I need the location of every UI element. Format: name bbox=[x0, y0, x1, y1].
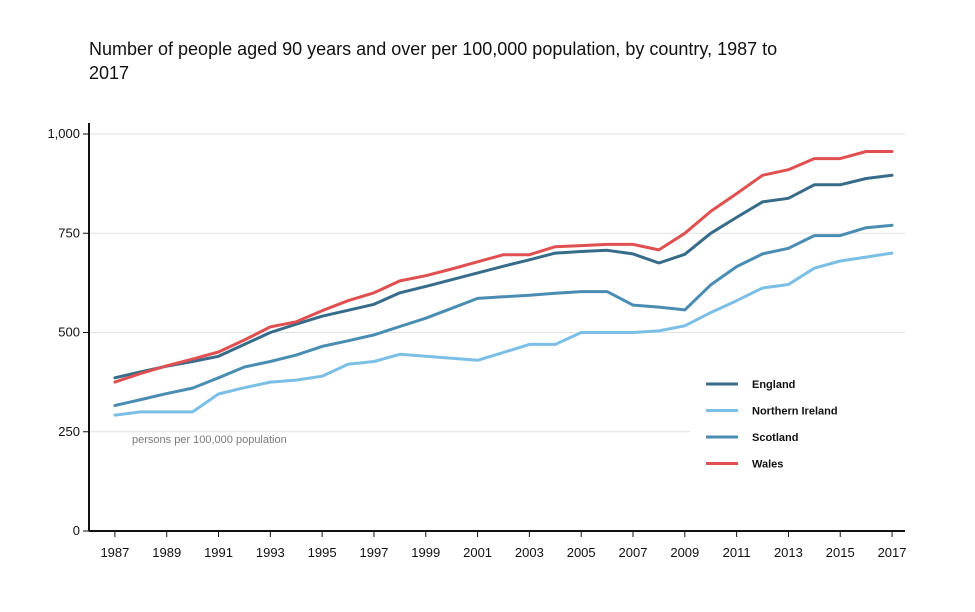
x-tick-label-2017: 2017 bbox=[878, 545, 907, 560]
axes bbox=[88, 123, 905, 532]
x-tick-label-2013: 2013 bbox=[774, 545, 803, 560]
series-line-wales bbox=[113, 150, 894, 384]
legend-label-england: England bbox=[752, 379, 795, 391]
series-line-england bbox=[113, 173, 894, 380]
x-tick-label-2001: 2001 bbox=[463, 545, 492, 560]
y-tick-label-750: 750 bbox=[58, 225, 80, 240]
series-line-scotland bbox=[113, 223, 894, 407]
y-tick-label-1000: 1,000 bbox=[47, 126, 80, 141]
chart-title: Number of people aged 90 years and over … bbox=[89, 39, 778, 83]
y-tick-label-0: 0 bbox=[73, 523, 80, 538]
x-tick-label-2009: 2009 bbox=[670, 545, 699, 560]
x-tick-label-1995: 1995 bbox=[308, 545, 337, 560]
legend-label-northern-ireland: Northern Ireland bbox=[752, 406, 838, 418]
x-tick-label-2005: 2005 bbox=[567, 545, 596, 560]
legend-label-wales: Wales bbox=[752, 459, 783, 471]
series-lines bbox=[113, 150, 894, 417]
x-tick-label-1997: 1997 bbox=[359, 545, 388, 560]
y-axis-label: persons per 100,000 population bbox=[132, 434, 287, 446]
y-tick-labels: 0 250 500 750 1,000 bbox=[47, 126, 89, 538]
x-tick-label-2011: 2011 bbox=[723, 545, 751, 560]
y-tick-label-250: 250 bbox=[58, 424, 80, 439]
x-tick-label-1987: 1987 bbox=[100, 545, 129, 560]
x-tick-label-1989: 1989 bbox=[152, 545, 181, 560]
x-tick-label-2015: 2015 bbox=[826, 545, 855, 560]
y-tick-label-500: 500 bbox=[58, 325, 80, 340]
series-line-northern-ireland bbox=[113, 251, 894, 417]
legend-background bbox=[690, 370, 905, 482]
x-tick-label-1999: 1999 bbox=[411, 545, 440, 560]
x-tick-label-1993: 1993 bbox=[256, 545, 285, 560]
legend: England Northern Ireland Scotland Wales bbox=[690, 370, 905, 482]
legend-label-scotland: Scotland bbox=[752, 432, 798, 444]
x-tick-label-2003: 2003 bbox=[515, 545, 544, 560]
x-tick-label-1991: 1991 bbox=[204, 545, 233, 560]
x-tick-labels: 1987 1989 1991 1993 1995 1997 1999 2001 2003 2005… bbox=[100, 531, 907, 560]
x-tick-label-2007: 2007 bbox=[619, 545, 648, 560]
